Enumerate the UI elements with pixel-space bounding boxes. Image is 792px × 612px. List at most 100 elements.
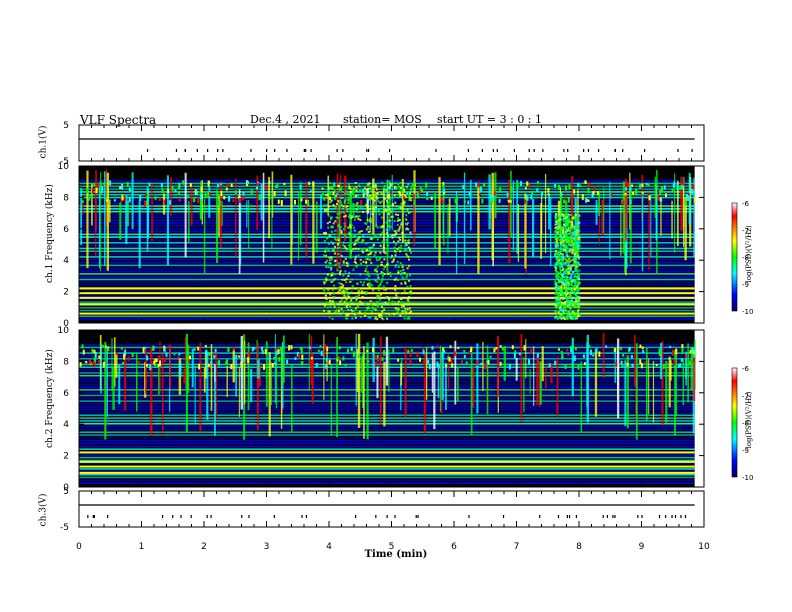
ch1-spectrogram-activity bbox=[557, 262, 560, 265]
ch1-spectrogram-activity bbox=[353, 229, 356, 232]
ch1-spectrogram-activity bbox=[562, 267, 565, 270]
ch1-spectrogram-spike bbox=[595, 199, 598, 225]
ch1-spectrogram-activity bbox=[409, 291, 412, 294]
ch1-spectrogram-activity bbox=[369, 246, 372, 249]
ch1-spectrogram-activity bbox=[350, 224, 353, 227]
ch1-spectrogram-speckle bbox=[100, 190, 103, 194]
ch1-spectrogram-spike bbox=[366, 187, 369, 214]
ch1-spectrogram-activity bbox=[554, 292, 557, 295]
ch1-spectrogram-activity bbox=[328, 262, 331, 265]
ch1-spectrogram-activity bbox=[376, 303, 379, 306]
ch1-spectrogram-activity bbox=[562, 273, 565, 276]
ch1-spectrogram-activity bbox=[555, 242, 558, 245]
ch2-spectrogram-speckle bbox=[317, 349, 320, 352]
ch1-spectrogram-speckle bbox=[101, 185, 104, 191]
ch1-spectrogram-activity bbox=[329, 235, 332, 238]
ch2-spectrogram-spike bbox=[433, 351, 436, 430]
ch2-spectrogram-speckle bbox=[681, 348, 684, 355]
ch2-spectrogram-speckle bbox=[127, 357, 130, 361]
ch1-spectrogram-activity bbox=[561, 227, 564, 230]
ch1-spectrogram-activity bbox=[406, 192, 409, 195]
ch1-spectrogram-activity bbox=[380, 192, 383, 195]
ch1-spectrogram-activity bbox=[576, 230, 579, 233]
ch2-spectrogram-speckle bbox=[264, 349, 267, 355]
ch1-spectrogram-activity bbox=[334, 195, 337, 198]
ch2-spectrogram-speckle bbox=[374, 362, 377, 367]
ch1-spectrogram-activity bbox=[562, 214, 565, 217]
ch2-spectrogram-spike bbox=[308, 333, 310, 392]
ch2-spectrogram-speckle bbox=[251, 347, 254, 352]
ch1-spectrogram-speckle bbox=[95, 187, 98, 194]
ch2-spectrogram-steady-line bbox=[79, 471, 695, 474]
ch1-spectrogram-activity bbox=[334, 252, 337, 255]
ch2-spectrogram-speckle bbox=[554, 360, 557, 366]
ch1-spectrogram-activity bbox=[567, 264, 570, 267]
ch1-spectrogram-activity bbox=[577, 280, 580, 283]
ch2-spectrogram-speckle bbox=[392, 348, 395, 354]
ch1-spectrogram-speckle bbox=[305, 199, 308, 204]
ch1-spectrogram-spike bbox=[312, 181, 315, 264]
ch1-spectrogram-activity bbox=[562, 239, 565, 242]
ch2-spectrogram-spike bbox=[150, 346, 153, 436]
ch2-spectrogram-speckle bbox=[230, 364, 233, 370]
ch1-spectrogram-activity bbox=[351, 310, 354, 313]
ch1-spectrogram-activity bbox=[568, 248, 571, 251]
ch1-spectrogram-activity bbox=[330, 300, 333, 303]
ch1-spectrogram-spike bbox=[512, 180, 515, 251]
ch1-spectrogram-activity bbox=[576, 232, 579, 235]
ch2-spectrogram-speckle bbox=[407, 349, 410, 353]
ch1-spectrogram-speckle bbox=[393, 186, 396, 190]
ch2-spectrogram-spike bbox=[456, 366, 459, 401]
ch1-spectrogram-activity bbox=[387, 301, 390, 304]
ch2-spectrogram-ytick-label: 2 bbox=[63, 452, 69, 462]
ch1-spectrogram-activity bbox=[356, 295, 359, 298]
ch1-spectrogram-activity bbox=[323, 232, 326, 235]
ch1-spectrogram-activity bbox=[394, 285, 397, 288]
ch2-spectrogram-speckle bbox=[357, 353, 360, 358]
ch1-spectrogram-activity bbox=[577, 243, 580, 246]
ch1-spectrogram-activity bbox=[566, 261, 569, 264]
ch1-spectrogram-activity bbox=[389, 256, 392, 259]
ch1-spectrogram-activity bbox=[387, 225, 390, 228]
ch1-spectrogram-activity bbox=[554, 229, 557, 232]
ch1-spectrogram-speckle bbox=[413, 200, 416, 206]
ch2-spectrogram-band bbox=[79, 386, 695, 388]
ch1-spectrogram-activity bbox=[396, 279, 399, 282]
ch2-spectrogram-speckle bbox=[277, 349, 280, 354]
ch1-spectrogram-speckle bbox=[654, 182, 657, 188]
ch1-spectrogram-spike bbox=[305, 181, 308, 259]
ch1-spectrogram-activity bbox=[576, 271, 579, 274]
ch1-spectrogram-activity bbox=[391, 204, 394, 207]
ch2-spectrogram-spike bbox=[616, 338, 620, 419]
ch1-spectrogram-activity bbox=[394, 251, 397, 254]
ch1-spectrogram-spike bbox=[271, 191, 273, 250]
ch1-spectrogram-activity bbox=[381, 310, 384, 313]
ch1-spectrogram-activity bbox=[408, 311, 411, 314]
ch1-spectrogram-activity bbox=[327, 226, 330, 229]
ch1-spectrogram-activity bbox=[379, 284, 382, 287]
ch2-spectrogram-speckle bbox=[286, 359, 289, 364]
ch1-spectrogram-activity bbox=[357, 237, 360, 240]
ch1-spectrogram-activity bbox=[569, 316, 572, 319]
ch1-spectrogram-activity bbox=[325, 278, 328, 281]
ch1-spectrogram-activity bbox=[328, 205, 331, 208]
ch1-spectrogram-activity bbox=[329, 218, 332, 221]
ch1-spectrogram-activity bbox=[345, 205, 348, 208]
ch2-spectrogram-spike bbox=[503, 346, 507, 381]
ch1-spectrogram-activity bbox=[570, 295, 573, 298]
ch1-spectrogram-activity bbox=[343, 205, 346, 208]
ch1-spectrogram-activity bbox=[566, 317, 569, 320]
ch2-spectrogram-colorbar bbox=[731, 367, 738, 478]
ch1-spectrogram-activity bbox=[559, 218, 562, 221]
ch1-spectrogram-activity bbox=[363, 311, 366, 314]
ch1-spectrogram-activity bbox=[565, 280, 568, 283]
ch1-spectrogram-spike bbox=[238, 189, 241, 274]
ch2-spectrogram-spike bbox=[179, 362, 182, 378]
ch1-spectrogram-activity bbox=[337, 253, 340, 256]
ch2-spectrogram-speckle bbox=[173, 353, 176, 356]
ch1-spectrogram-activity bbox=[574, 257, 577, 260]
ch1-spectrogram-activity bbox=[341, 286, 344, 289]
ch1-spectrogram-activity bbox=[343, 200, 346, 203]
ch2-spectrogram-band bbox=[79, 482, 695, 484]
ch1-spectrogram-activity bbox=[360, 262, 363, 265]
